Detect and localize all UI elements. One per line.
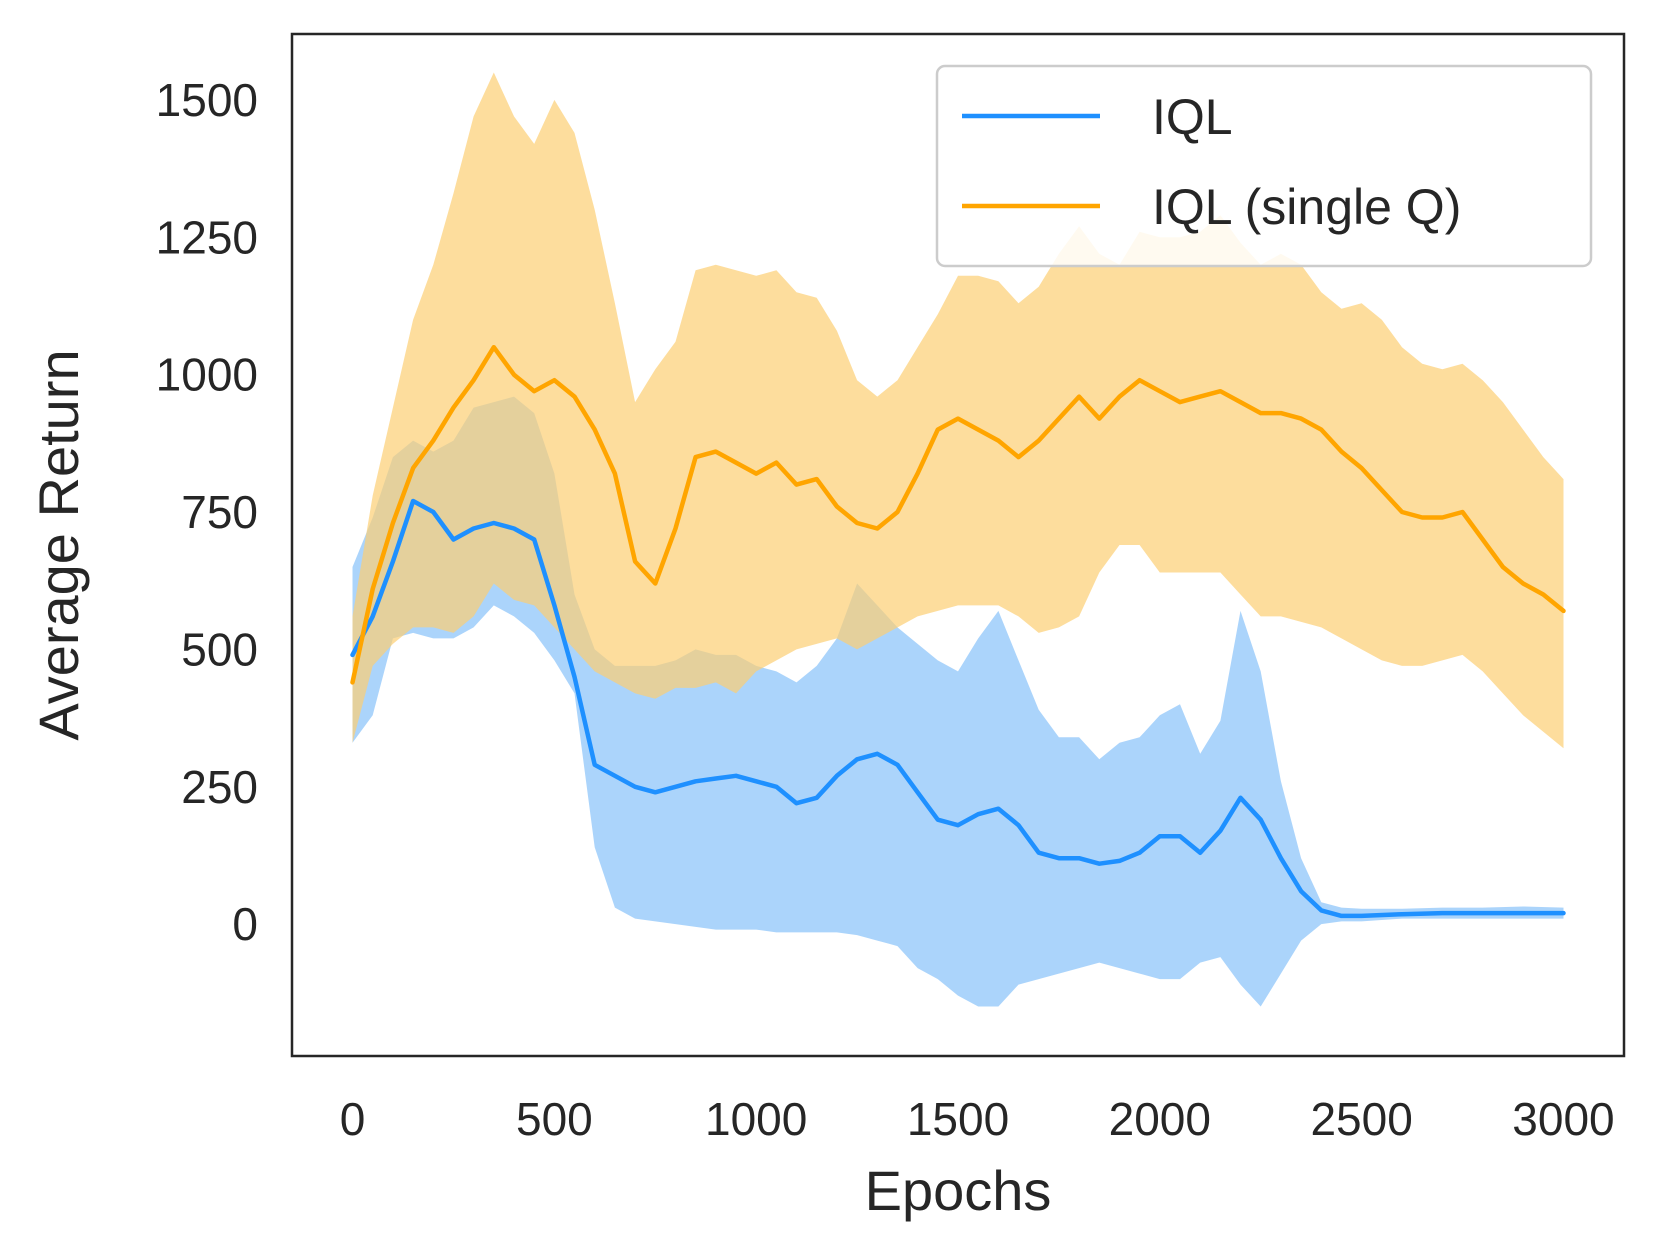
- y-tick-label: 1250: [156, 211, 258, 263]
- x-tick-label: 1500: [907, 1093, 1009, 1145]
- plot-frame: [290, 32, 1626, 1058]
- y-axis-label: Average Return: [27, 349, 90, 740]
- legend-box: [935, 64, 1593, 268]
- y-tick-label: 1000: [156, 349, 258, 401]
- line-iql-single-q: [350, 344, 1566, 685]
- band-iql: [352, 396, 1564, 1007]
- x-tick-label: 2500: [1310, 1093, 1412, 1145]
- y-tick-label: 1500: [156, 74, 258, 126]
- x-axis-label: Epochs: [865, 1159, 1052, 1222]
- y-tick-label: 0: [232, 898, 258, 950]
- y-axis-ticks: 0 250 500 750 1000 1250 1500: [156, 74, 258, 950]
- line-iql: [350, 498, 1566, 919]
- legend-label-iql-single-q: IQL (single Q): [1152, 179, 1461, 235]
- legend-label-iql: IQL: [1152, 89, 1233, 145]
- y-tick-label: 750: [181, 486, 258, 538]
- x-tick-label: 0: [340, 1093, 366, 1145]
- series-lines: [350, 344, 1566, 919]
- y-tick-label: 250: [181, 761, 258, 813]
- legend: IQL IQL (single Q): [935, 64, 1593, 268]
- x-tick-label: 3000: [1512, 1093, 1614, 1145]
- x-axis-ticks: 0 500 1000 1500 2000 2500 3000: [340, 1093, 1615, 1145]
- y-tick-label: 500: [181, 623, 258, 675]
- x-tick-label: 500: [516, 1093, 593, 1145]
- x-tick-label: 2000: [1109, 1093, 1211, 1145]
- x-tick-label: 1000: [705, 1093, 807, 1145]
